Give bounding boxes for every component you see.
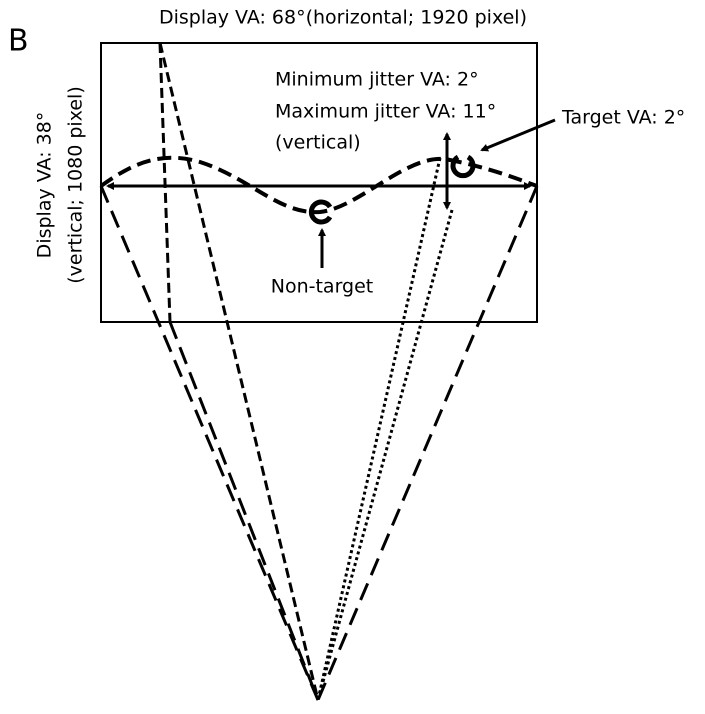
- jitter-label: Minimum jitter VA: 2°: [275, 69, 479, 91]
- nontarget-ring: [308, 199, 333, 225]
- title: Display VA: 68°(horizontal; 1920 pixel): [159, 7, 527, 29]
- nontarget-label: Non-target: [271, 276, 374, 298]
- jitter-label: (vertical): [275, 132, 361, 154]
- display: [100, 42, 538, 323]
- vertical-label: (vertical; 1080 pixel): [65, 86, 87, 283]
- target-arrow: [480, 118, 556, 152]
- vertical-label: Display VA: 38°: [34, 112, 56, 259]
- target-label: Target VA: 2°: [561, 107, 685, 129]
- target-ring: [450, 154, 476, 179]
- sight-lines: [99, 42, 539, 701]
- panel-label: B: [8, 24, 29, 59]
- jitter-label: Maximum jitter VA: 11°: [275, 101, 496, 123]
